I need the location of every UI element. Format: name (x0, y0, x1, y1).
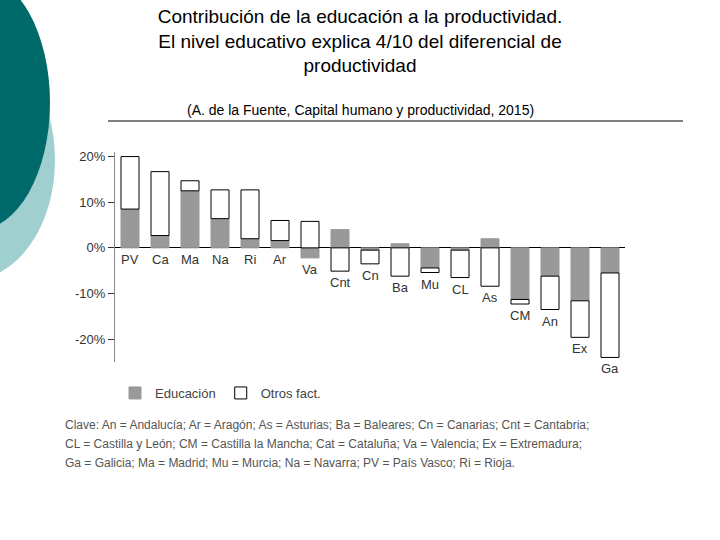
svg-text:-10%: -10% (75, 286, 106, 301)
svg-text:Cn: Cn (362, 268, 379, 283)
svg-text:Ba: Ba (392, 280, 409, 295)
svg-text:Otros fact.: Otros fact. (261, 386, 321, 401)
svg-text:(A. de la Fuente, Capital huma: (A. de la Fuente, Capital humano y produ… (187, 102, 534, 118)
svg-text:Va: Va (302, 262, 318, 277)
svg-text:Ex: Ex (572, 341, 588, 356)
svg-text:Cnt: Cnt (330, 275, 351, 290)
svg-text:Ga: Ga (601, 361, 619, 376)
svg-text:Mu: Mu (421, 277, 439, 292)
svg-text:Ri: Ri (244, 252, 256, 267)
svg-text:Ar: Ar (273, 252, 287, 267)
svg-text:Na: Na (212, 252, 229, 267)
svg-text:Ga = Galicia; Ma = Madrid; Mu: Ga = Galicia; Ma = Madrid; Mu = Murcia; … (65, 456, 515, 470)
svg-text:10%: 10% (79, 195, 105, 210)
svg-text:PV: PV (121, 252, 139, 267)
svg-text:An: An (542, 314, 558, 329)
svg-text:-20%: -20% (75, 332, 106, 347)
svg-text:CL: CL (452, 282, 469, 297)
svg-text:CL = Castilla y León; CM = Cas: CL = Castilla y León; CM = Castilla la M… (65, 437, 582, 451)
svg-text:Educación: Educación (155, 386, 216, 401)
svg-text:Clave: An = Andalucía; Ar = Ar: Clave: An = Andalucía; Ar = Aragón; As =… (65, 418, 589, 432)
svg-text:20%: 20% (79, 149, 105, 164)
svg-text:Ma: Ma (181, 252, 200, 267)
svg-text:As: As (482, 290, 498, 305)
svg-text:Ca: Ca (152, 252, 169, 267)
svg-text:0%: 0% (87, 240, 106, 255)
svg-text:Contribución de la educación a: Contribución de la educación a la produc… (158, 6, 563, 76)
svg-text:CM: CM (510, 308, 530, 323)
